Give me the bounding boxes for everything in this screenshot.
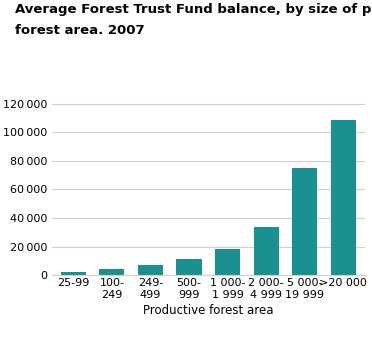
Text: Average Forest Trust Fund balance, by size of productive: Average Forest Trust Fund balance, by si… <box>15 3 372 17</box>
Bar <box>254 227 279 275</box>
X-axis label: Productive forest area: Productive forest area <box>143 304 273 317</box>
Bar <box>331 120 356 275</box>
Bar <box>138 265 163 275</box>
Bar <box>176 259 202 275</box>
Bar <box>292 168 317 275</box>
Bar <box>61 272 86 275</box>
Bar <box>99 269 124 275</box>
Text: forest area. 2007: forest area. 2007 <box>15 24 144 37</box>
Bar <box>215 249 240 275</box>
